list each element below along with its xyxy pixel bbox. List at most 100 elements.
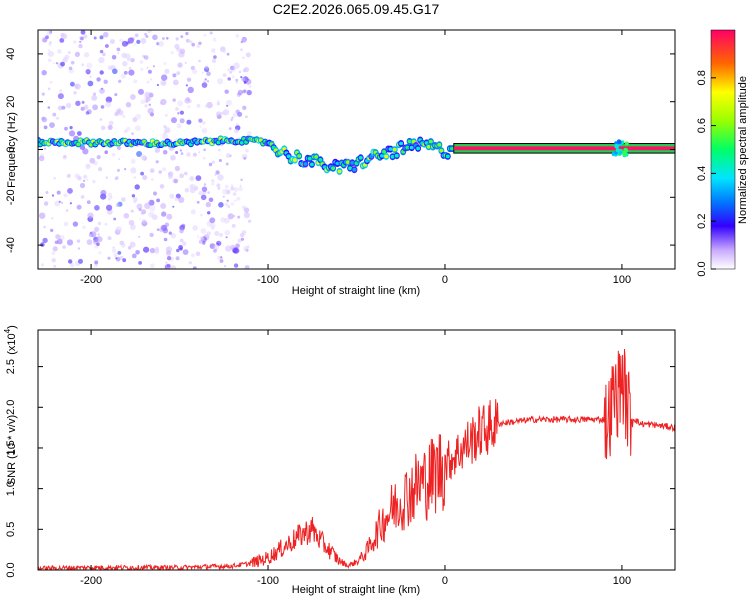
noise-mark [220,257,224,261]
noise-mark [243,67,249,73]
noise-mark [141,209,147,215]
ridge-mark [390,154,395,159]
noise-mark [125,102,132,108]
noise-mark [186,152,191,157]
noise-mark [218,232,224,238]
noise-mark [179,238,184,243]
noise-mark [235,34,240,38]
noise-mark [74,51,80,58]
ridge-mark [348,166,353,170]
ridge-mark [392,147,397,152]
noise-mark [106,204,113,211]
noise-mark [41,70,47,76]
noise-mark [185,97,191,102]
spectrogram-ylabel: Frequency (Hz) [6,112,18,188]
noise-mark [63,221,69,227]
noise-mark [215,170,220,175]
noise-mark [147,69,152,74]
noise-mark [103,79,108,85]
noise-mark [49,122,55,128]
noise-mark [211,179,215,183]
colorbar: 0.0 0.2 0.4 0.6 0.8 Normalized spectral ampl… [696,29,749,277]
noise-mark [83,34,88,39]
noise-mark [76,239,81,243]
noise-mark [187,105,190,108]
noise-mark [47,106,51,109]
noise-mark [224,229,231,236]
y-tick-label: 1.5 [5,440,17,455]
noise-mark [176,248,180,253]
noise-mark [143,55,149,60]
noise-mark [204,104,208,108]
ridge-mark [416,146,421,151]
ridge-mark [445,154,450,159]
noise-mark [227,68,231,71]
ridge-mark [369,154,374,159]
noise-mark [82,225,86,229]
y-tick-label: 0.0 [5,562,17,577]
noise-mark [190,209,196,215]
noise-mark [225,162,229,166]
noise-mark [42,37,48,43]
noise-mark [226,199,229,202]
noise-mark [160,98,167,106]
noise-mark [222,73,227,77]
noise-mark [47,48,50,52]
noise-mark [81,63,85,67]
noise-mark [79,182,86,189]
noise-mark [233,187,239,193]
noise-mark [63,193,68,198]
noise-mark [192,68,198,75]
noise-mark [121,243,126,248]
colorbar-tick-label: 0.8 [696,70,708,85]
snr-xlabel: Height of straight line (km) [292,584,420,596]
snr-ylabel: SNR (10 * v/v) [6,415,18,485]
y-tick-label: 20 [5,96,17,108]
noise-mark [242,205,246,210]
noise-mark [170,51,174,55]
noise-mark [225,245,232,252]
noise-mark [43,147,47,150]
ridge-mark [614,144,619,149]
noise-mark [83,174,88,179]
noise-mark [238,186,243,192]
noise-mark [175,256,180,261]
noise-mark [230,184,234,187]
noise-mark [168,174,173,180]
ridge-mark [239,141,244,145]
ridge-mark [439,149,444,153]
noise-mark [148,200,151,203]
ridge-mark [409,145,414,150]
noise-mark [196,200,200,204]
noise-mark [208,162,213,167]
noise-mark [122,115,126,118]
noise-mark [192,225,198,231]
snr-y-ticks: 0.0 0.5 1.0 1.5 2.0 2.5 [5,359,675,578]
noise-mark [129,241,136,248]
noise-mark [45,191,49,194]
noise-mark [166,213,173,220]
noise-mark [90,231,97,238]
noise-mark [86,239,93,246]
noise-mark [162,167,167,172]
noise-mark [130,159,136,164]
noise-mark [232,192,237,196]
noise-mark [86,178,89,181]
noise-mark [200,194,207,201]
noise-mark [47,50,55,58]
noise-mark [203,33,207,37]
noise-mark [74,173,80,179]
noise-mark [77,131,82,136]
noise-mark [238,70,242,74]
ridge-mark [314,155,319,159]
y-tick-label: 2.5 [5,359,17,374]
noise-mark [213,249,217,253]
noise-mark [85,69,91,75]
y-tick-label: 1.0 [5,481,17,496]
noise-mark [52,112,57,117]
noise-mark [156,228,160,232]
noise-mark [203,148,206,152]
noise-mark [62,155,67,160]
noise-mark [178,245,184,250]
noise-mark [141,219,147,224]
